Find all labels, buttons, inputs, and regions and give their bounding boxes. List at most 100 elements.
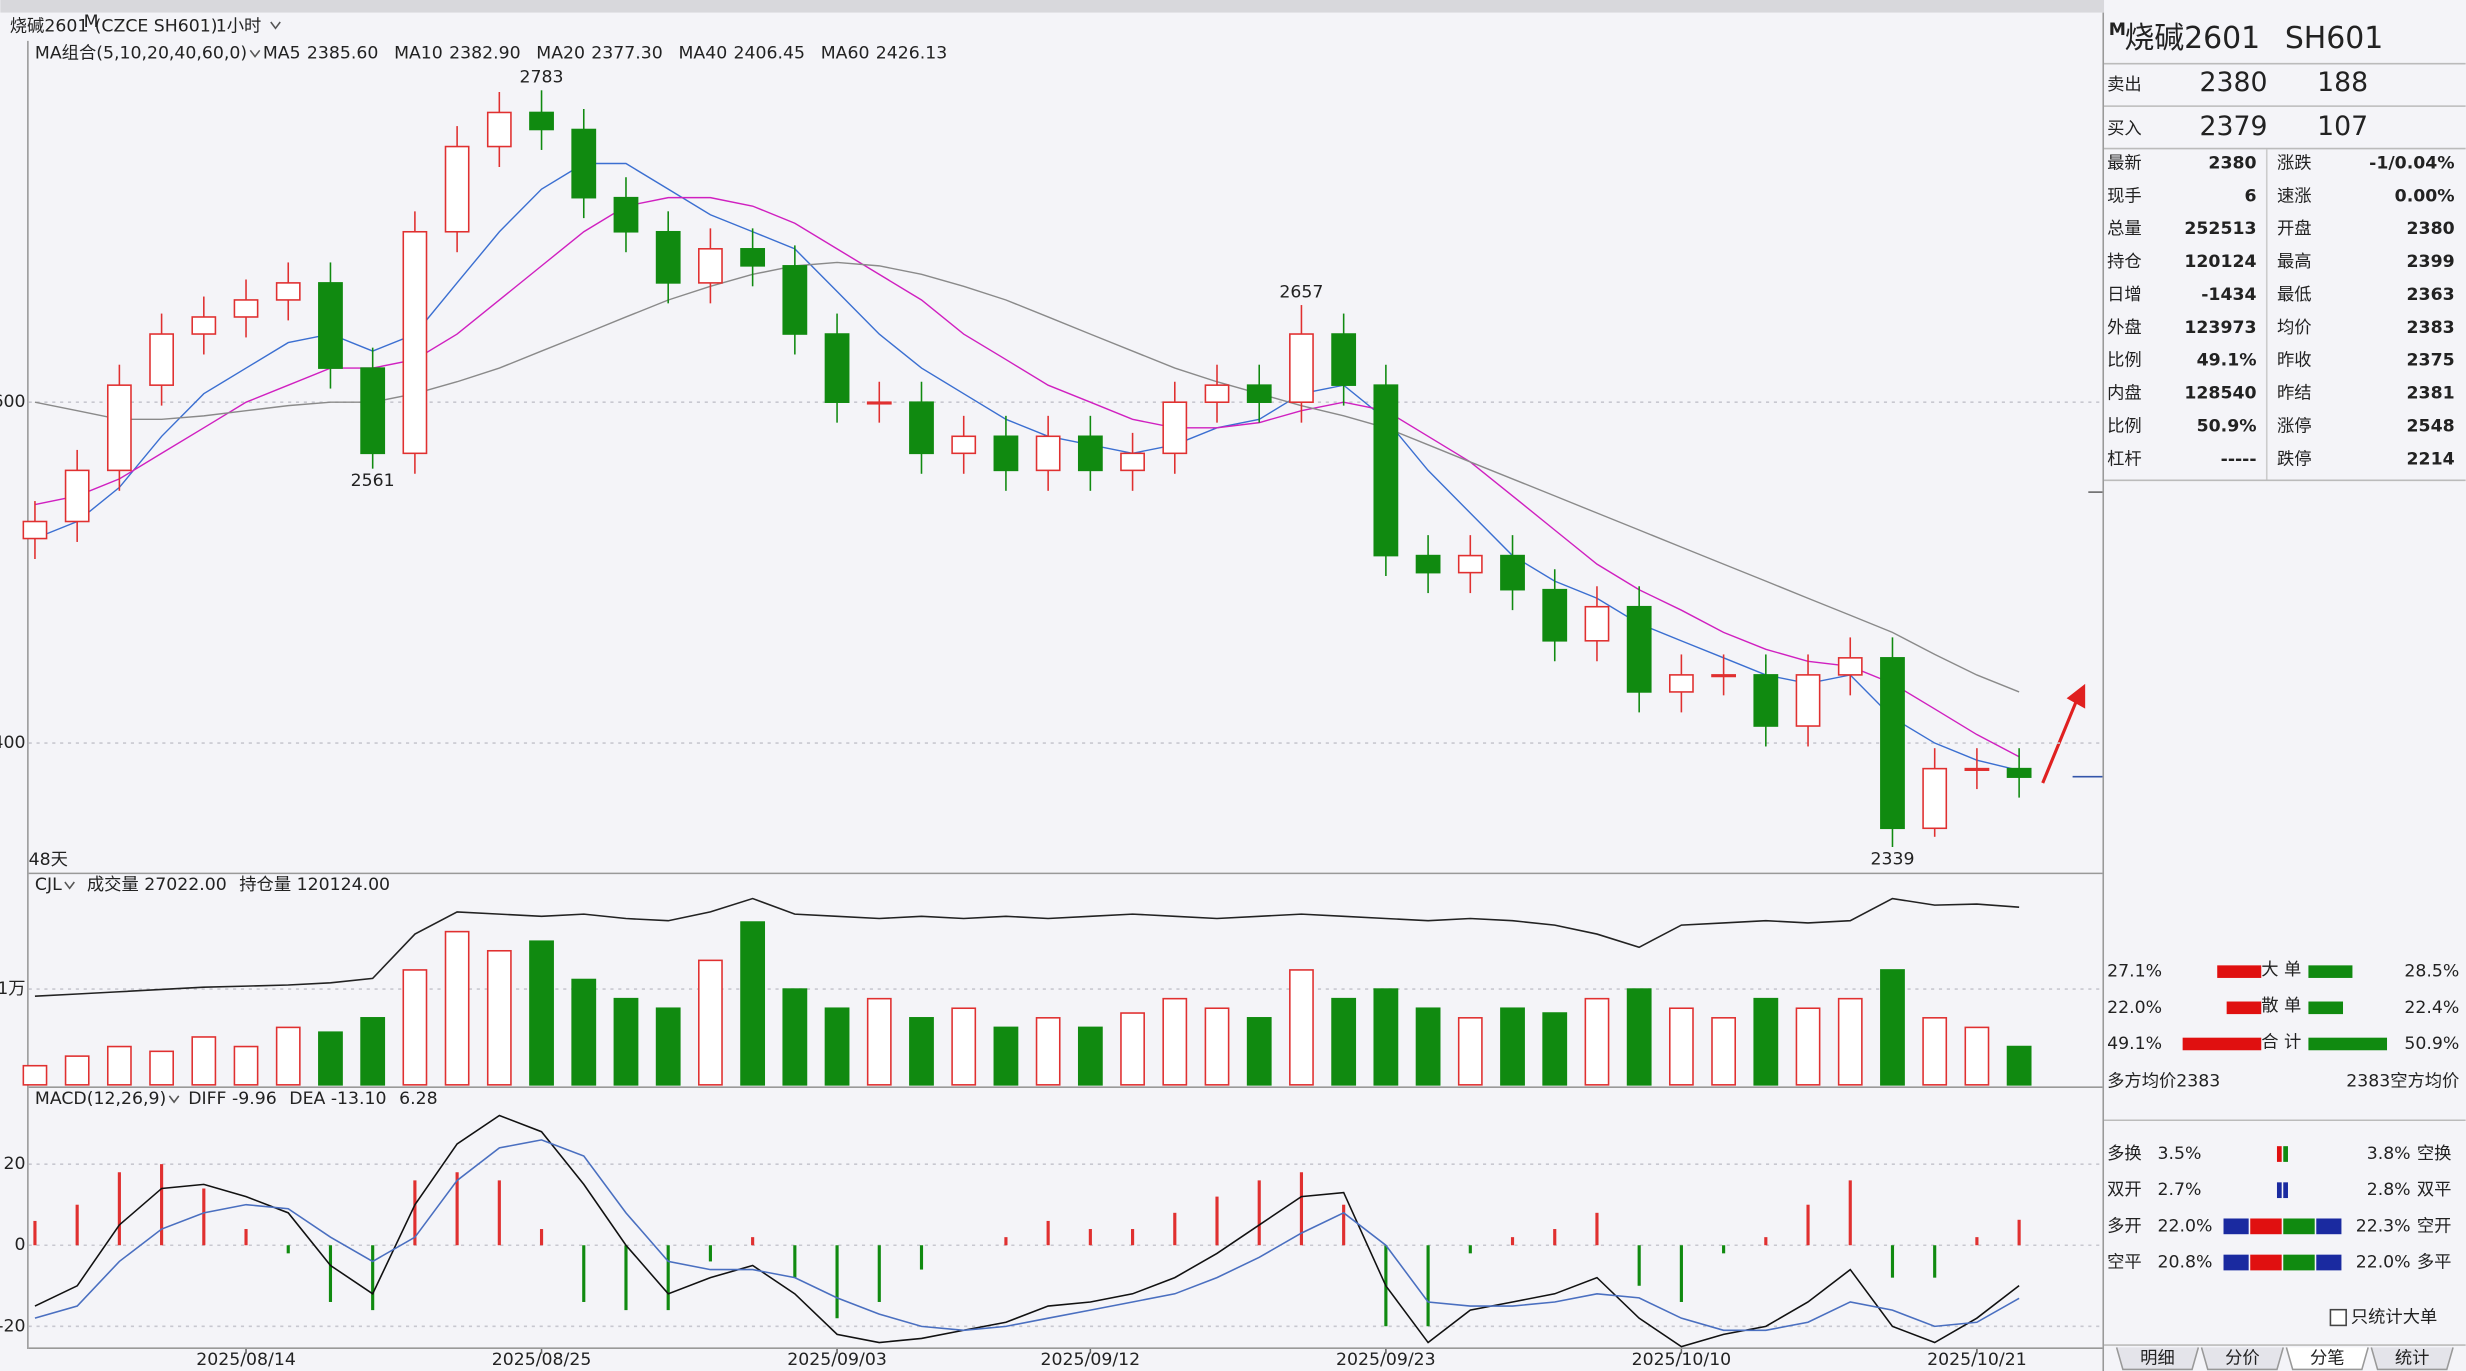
quote-label: 均价 (2277, 318, 2312, 338)
candle-body (1289, 333, 1314, 403)
volume-bar (951, 1007, 977, 1086)
period-dropdown[interactable] (270, 21, 281, 30)
stat-bar (2283, 1146, 2288, 1162)
candle-body (1626, 605, 1652, 693)
candle-body (1964, 767, 1990, 771)
flow-bar (2308, 965, 2353, 978)
candle-body (486, 111, 512, 148)
quote-label: 现手 (2107, 186, 2142, 206)
flow-right: 28.5% (2404, 962, 2459, 982)
ma-dropdown[interactable] (249, 49, 261, 58)
volume-bar (1626, 988, 1652, 1086)
volume-bar (1795, 1007, 1821, 1086)
checkbox[interactable] (2329, 1308, 2347, 1327)
candle-body (1077, 435, 1103, 472)
candle-body (993, 435, 1019, 472)
ma-value: 2385.60 (307, 43, 378, 63)
quote-label: 最高 (2277, 252, 2312, 272)
quote-label: 昨结 (2277, 384, 2312, 404)
candle-body (1373, 384, 1399, 557)
quote-value: 2548 (2407, 416, 2455, 436)
macd-tick-label: 0 (15, 1235, 26, 1255)
volume-bar (1584, 997, 1610, 1086)
quote-value: 2375 (2407, 351, 2455, 371)
extreme-label: 2657 (1279, 282, 1323, 302)
stat-bar (2223, 1254, 2249, 1271)
stat-left: 3.5% (2157, 1144, 2201, 1164)
quote-side-size: 107 (2317, 111, 2368, 142)
quote-code: SH601 (2285, 21, 2383, 56)
quote-label: 昨收 (2277, 351, 2312, 371)
tab[interactable] (2115, 1347, 2200, 1371)
candle-body (233, 299, 259, 318)
volume-bar (909, 1017, 934, 1086)
volume-bar (360, 1017, 386, 1086)
volume-bar (1246, 1017, 1272, 1086)
volume-bar (1922, 1017, 1948, 1086)
candle-body (824, 333, 850, 403)
volume-bar (486, 949, 512, 1086)
dea-line (34, 1139, 2020, 1332)
volume-item: 持仓量 120124.00 (239, 875, 390, 895)
quote-value: 2363 (2407, 285, 2455, 305)
volume-bar (1457, 1017, 1483, 1086)
volume-bar (1542, 1012, 1568, 1086)
open-interest-line (34, 897, 2020, 997)
stat-label: 双开 (2107, 1180, 2142, 1200)
extreme-label: 2561 (351, 471, 395, 491)
candle-body (529, 111, 554, 131)
candle-body (106, 384, 132, 472)
quote-label: 涨跌 (2277, 154, 2312, 174)
candle-body (909, 401, 934, 455)
candle-body (402, 230, 428, 455)
tab[interactable] (2370, 1347, 2454, 1371)
candle-body (571, 128, 597, 199)
quote-label: 日增 (2107, 285, 2142, 305)
macd-dropdown[interactable] (168, 1095, 180, 1104)
ma-title: MA组合(5,10,20,40,60,0) (35, 43, 247, 63)
quote-value: 6 (2245, 186, 2257, 206)
volume-bar (866, 997, 892, 1086)
candle-body (1880, 657, 1905, 830)
stat-bar (2316, 1218, 2342, 1235)
candle-body (740, 248, 766, 267)
x-tick-label: 2025/09/03 (787, 1350, 887, 1370)
candle-body (22, 520, 48, 540)
volume-bar (1204, 1007, 1230, 1086)
extreme-label: 2339 (1870, 850, 1914, 870)
volume-bar (1668, 1007, 1694, 1086)
volume-bar (149, 1050, 174, 1086)
ma-name: MA20 (536, 43, 585, 63)
quote-label: 内盘 (2107, 384, 2142, 404)
volume-title: CJL (35, 875, 62, 895)
stat-label: 多开 (2107, 1216, 2142, 1236)
candle-body (782, 265, 808, 335)
drawn-arrow (2041, 683, 2086, 784)
volume-bar (1373, 988, 1399, 1086)
macd-tick-label: -20 (0, 1316, 26, 1336)
candle-body (1711, 674, 1737, 678)
quote-side-price: 2380 (2200, 67, 2268, 98)
tab[interactable] (2285, 1347, 2369, 1371)
candle-body (1246, 384, 1272, 403)
candle-body (1120, 452, 1145, 472)
days-label: 48天 (29, 850, 68, 870)
volume-dropdown[interactable] (64, 881, 75, 890)
ma-name: MA5 (263, 43, 301, 63)
quote-flag: M (2109, 20, 2126, 40)
candle-body (655, 230, 681, 284)
quote-value: -1/0.04% (2369, 154, 2454, 174)
volume-bar (1162, 997, 1188, 1086)
stat-bar (2276, 1146, 2282, 1162)
quote-side-label: 卖出 (2107, 75, 2142, 95)
quote-label: 杠杆 (2107, 449, 2142, 469)
ma-value: 2406.45 (734, 43, 805, 63)
stat-bar (2316, 1254, 2342, 1271)
x-tick-label: 2025/10/21 (1927, 1350, 2027, 1370)
candle-body (1162, 401, 1188, 455)
tab[interactable] (2200, 1347, 2285, 1371)
flow-name: 散 单 (2261, 996, 2301, 1016)
candle-body (1457, 554, 1483, 574)
candle-body (1668, 674, 1694, 693)
